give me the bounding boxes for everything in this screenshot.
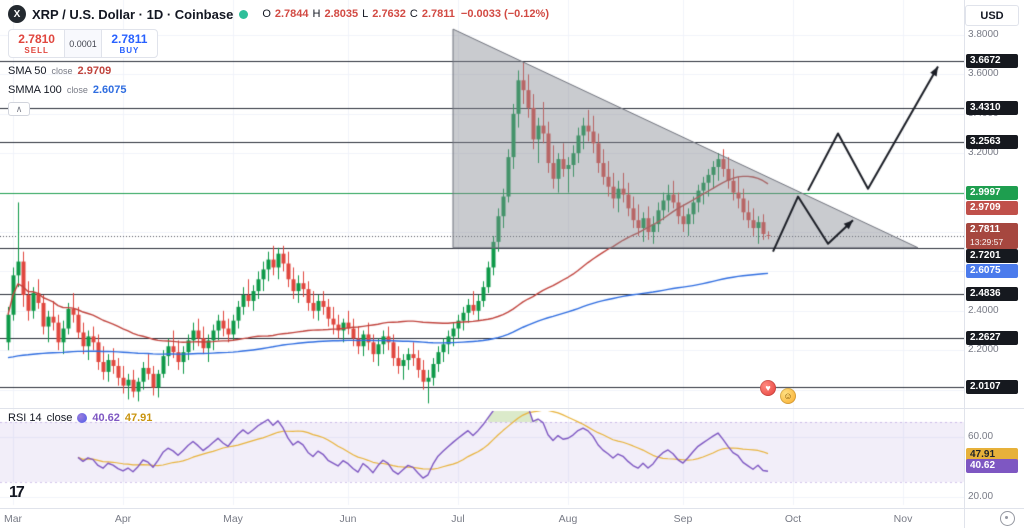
time-axis-label: Nov — [893, 513, 913, 525]
buy-button[interactable]: 2.7811 BUY — [102, 30, 157, 57]
price-level-badge: 3.2563 — [966, 135, 1018, 150]
price-grid-label: 3.6000 — [968, 68, 999, 80]
sell-label: SELL — [24, 46, 49, 55]
price-grid-label: 2.4000 — [968, 304, 999, 316]
high-value: 2.8035 — [324, 8, 359, 20]
time-axis-label: Jul — [451, 513, 465, 525]
buy-label: BUY — [119, 46, 140, 55]
time-axis-label: Aug — [558, 513, 578, 525]
price-grid-label: 2.2000 — [968, 344, 999, 356]
rsi-value: 40.62 — [92, 412, 120, 424]
axis-settings-icon[interactable] — [1000, 511, 1015, 526]
symbol-title[interactable]: XRP / U.S. Dollar · 1D · Coinbase — [32, 6, 234, 22]
tradingview-logo[interactable]: 17 — [9, 484, 25, 501]
sma-50-legend[interactable]: SMA 50 close 2.9709 — [8, 65, 549, 77]
laugh-emoji-sticker[interactable]: ☺ — [780, 387, 796, 404]
rsi-grid-label: 60.00 — [968, 431, 994, 442]
chart-header: X XRP / U.S. Dollar · 1D · Coinbase O 2.7… — [8, 5, 549, 117]
price-level-badge: 2.4836 — [966, 287, 1018, 302]
collapse-indicators-button[interactable]: ∧ — [8, 102, 30, 116]
time-axis-label: May — [223, 513, 243, 525]
rsi-value-badge: 47.91 — [966, 448, 1018, 463]
rsi-indicator-icon — [77, 413, 88, 423]
rsi-grid-label: 20.00 — [968, 491, 994, 502]
price-level-badge: 2.2627 — [966, 330, 1018, 345]
ohlc-readout: O 2.7844 H 2.8035 L 2.7632 C 2.7811 −0.0033 … — [262, 8, 549, 20]
change-value: −0.0033 (−0.12%) — [460, 8, 549, 20]
time-axis-label: Apr — [114, 513, 132, 525]
open-value: 2.7844 — [274, 8, 309, 20]
smma-100-value: 2.6075 — [92, 84, 127, 96]
low-label: L — [362, 8, 369, 20]
time-axis-border — [0, 508, 1024, 509]
smma-100-name: SMMA 100 — [8, 84, 62, 96]
time-axis-label: Mar — [3, 513, 23, 525]
open-label: O — [262, 8, 271, 20]
xrp-logo: X — [8, 5, 26, 23]
spread-value: 0.0001 — [64, 30, 102, 57]
rsi-source: close — [46, 412, 73, 424]
trade-widget: 2.7810 SELL 0.0001 2.7811 BUY — [8, 29, 158, 58]
price-level-badge: 2.9709 — [966, 200, 1018, 215]
price-level-badge: 2.6075 — [966, 264, 1018, 279]
price-level-badge: 2.7201 — [966, 249, 1018, 264]
price-grid-label: 3.2000 — [968, 147, 999, 159]
time-axis-label: Oct — [784, 513, 802, 525]
currency-selector-button[interactable]: USD — [965, 5, 1019, 26]
market-status-icon — [239, 9, 249, 19]
price-chart-canvas[interactable] — [0, 0, 964, 508]
smma-100-source: close — [66, 85, 88, 95]
price-level-badge: 3.6672 — [966, 54, 1018, 69]
rsi-legend[interactable]: RSI 14 close 40.62 47.91 — [8, 412, 152, 424]
time-axis-label: Jun — [339, 513, 357, 525]
sma-50-name: SMA 50 — [8, 65, 47, 77]
sma-50-source: close — [51, 66, 73, 76]
last-price-badge: 2.7811 13:29:57 — [966, 223, 1018, 250]
sma-50-value: 2.9709 — [77, 65, 112, 77]
close-value: 2.7811 — [421, 8, 455, 20]
high-label: H — [312, 8, 321, 20]
price-level-badge: 3.4310 — [966, 100, 1018, 115]
price-axis-border — [964, 0, 965, 528]
rsi-value-badge: 40.62 — [966, 459, 1018, 474]
smma-100-legend[interactable]: SMMA 100 close 2.6075 — [8, 84, 549, 96]
time-axis-label: Sep — [673, 513, 693, 525]
buy-price: 2.7811 — [111, 32, 148, 46]
price-grid-label: 3.8000 — [968, 29, 999, 40]
price-level-badge: 2.9997 — [966, 185, 1018, 200]
rsi-ma-value: 47.91 — [124, 412, 153, 424]
pane-divider[interactable] — [0, 408, 1024, 409]
rsi-name: RSI 14 — [8, 412, 42, 424]
sell-price: 2.7810 — [18, 32, 55, 46]
close-label: C — [409, 8, 418, 20]
sell-button[interactable]: 2.7810 SELL — [9, 30, 64, 57]
price-level-badge: 2.0107 — [966, 380, 1018, 395]
low-value: 2.7632 — [372, 8, 406, 20]
heart-emoji-sticker[interactable]: ♥ — [760, 379, 776, 396]
